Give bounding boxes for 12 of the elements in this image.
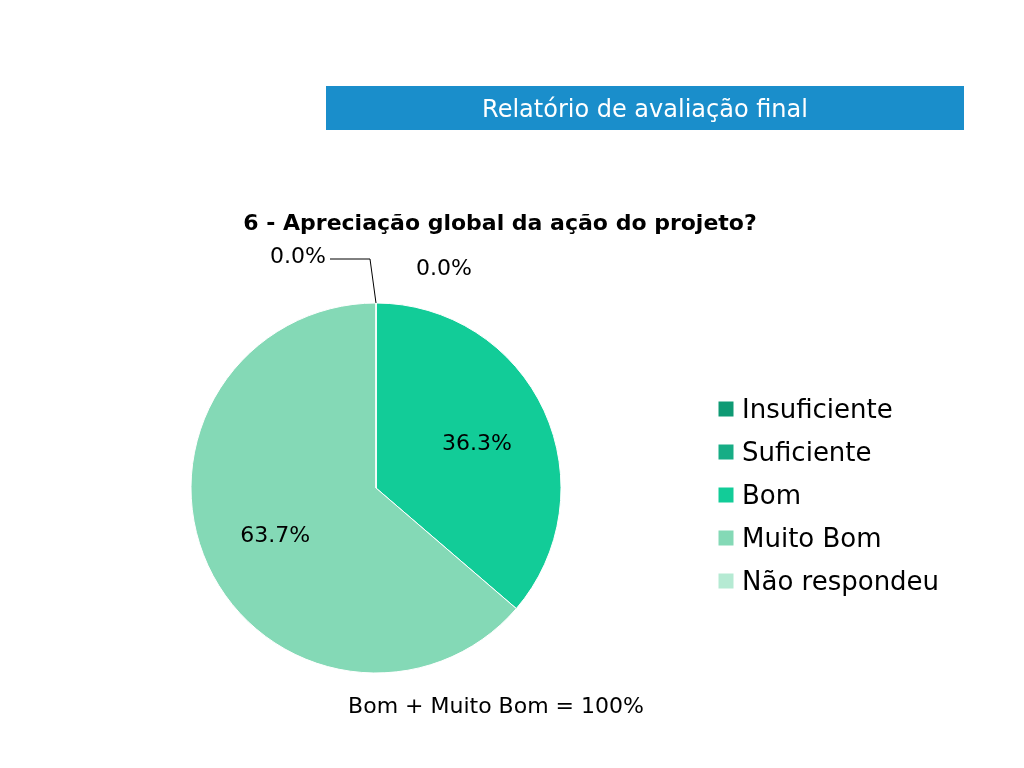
legend-label: Não respondeu <box>742 566 940 596</box>
text: 0.0% <box>416 255 472 280</box>
data-label: 36.3% <box>441 429 512 455</box>
legend-label: Suficiente <box>742 437 872 467</box>
text: 0.0% <box>270 243 326 268</box>
text: Bom + Muito Bom = 100% <box>348 693 644 718</box>
chart-title: 6 - Apreciação global da ação do projeto? <box>243 210 757 235</box>
text: Relatório de avaliação final <box>482 95 808 123</box>
legend-label: Bom <box>742 480 802 510</box>
data-label: 63.7% <box>240 522 311 548</box>
legend-label: Insuficiente <box>742 394 893 424</box>
legend-label: Muito Bom <box>742 523 882 553</box>
